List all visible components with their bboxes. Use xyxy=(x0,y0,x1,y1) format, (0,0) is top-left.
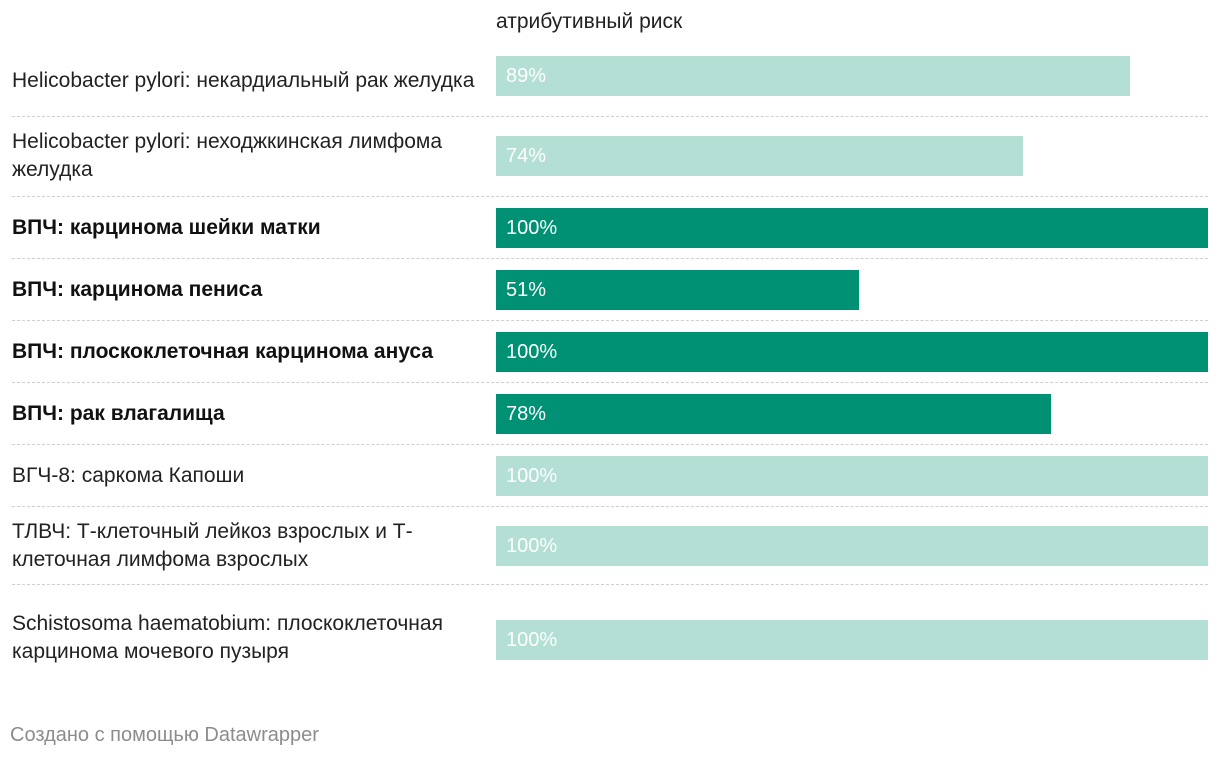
bar-value-label: 100% xyxy=(506,217,558,239)
bar xyxy=(496,456,1208,496)
row-divider xyxy=(12,444,1208,445)
column-header: атрибутивный риск xyxy=(496,10,683,33)
row-label: Helicobacter pylori: некардиальный рак ж… xyxy=(12,69,475,92)
row-label: Schistosoma haematobium: плоскоклеточная… xyxy=(12,612,443,663)
bar xyxy=(496,526,1208,566)
row-divider xyxy=(12,196,1208,197)
bar xyxy=(496,620,1208,660)
row-label: ВПЧ: плоскоклеточная карцинома ануса xyxy=(12,340,434,363)
bar-value-label: 100% xyxy=(506,535,558,557)
bar xyxy=(496,270,859,310)
bar-value-label: 89% xyxy=(506,65,547,87)
bar-value-label: 100% xyxy=(506,341,558,363)
row-label: ВПЧ: карцинома шейки матки xyxy=(12,216,321,239)
row-label: ТЛВЧ: Т-клеточный лейкоз взрослых и Т-кл… xyxy=(12,520,413,571)
row-divider xyxy=(12,116,1208,117)
row-divider xyxy=(12,584,1208,585)
row-label: ВПЧ: карцинома пениса xyxy=(12,278,263,301)
row-divider xyxy=(12,506,1208,507)
bar xyxy=(496,394,1051,434)
row-label: ВПЧ: рак влагалища xyxy=(12,402,225,425)
bar-value-label: 74% xyxy=(506,145,547,167)
row-divider xyxy=(12,320,1208,321)
row-label: Helicobacter pylori: неходжкинская лимфо… xyxy=(12,130,443,181)
bar xyxy=(496,208,1208,248)
bar xyxy=(496,332,1208,372)
bar-value-label: 100% xyxy=(506,465,558,487)
bar xyxy=(496,136,1023,176)
bar xyxy=(496,56,1130,96)
bar-value-label: 100% xyxy=(506,629,558,651)
bar-value-label: 51% xyxy=(506,279,547,301)
footer-credit[interactable]: Создано с помощью Datawrapper xyxy=(10,724,319,746)
row-divider xyxy=(12,258,1208,259)
bar-value-label: 78% xyxy=(506,403,547,425)
row-divider xyxy=(12,382,1208,383)
row-label: ВГЧ-8: саркома Капоши xyxy=(12,464,245,487)
